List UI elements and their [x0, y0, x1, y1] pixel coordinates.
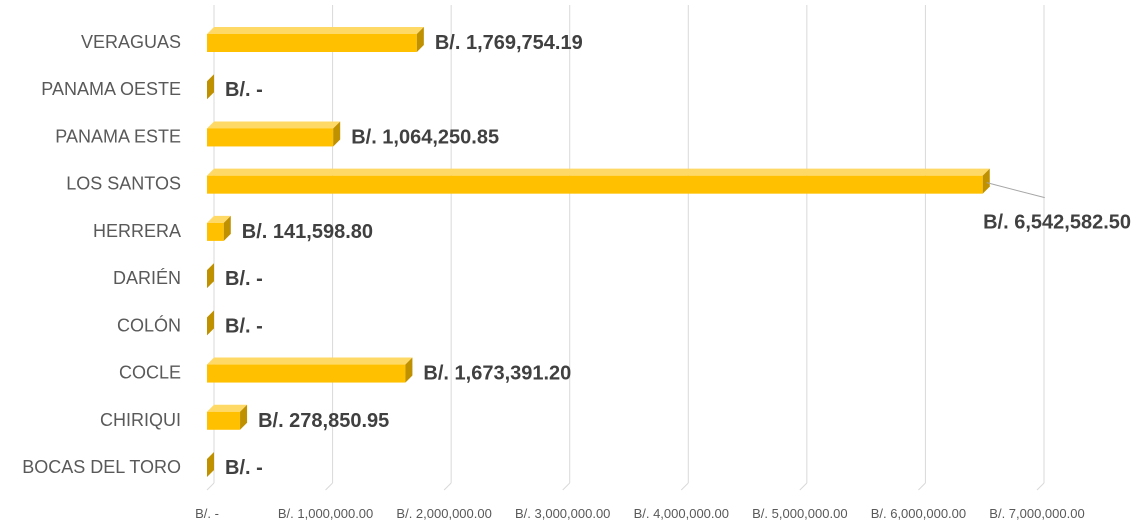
data-label: B/. -	[225, 315, 263, 337]
gridline-floor	[206, 482, 215, 491]
x-tick-label: B/. -	[195, 506, 219, 521]
bar-top-face	[207, 404, 248, 412]
data-label: B/. 278,850.95	[258, 410, 389, 432]
bar	[207, 34, 417, 52]
bar-side-face	[207, 452, 214, 477]
bar	[207, 364, 406, 383]
gridline-floor	[799, 482, 808, 491]
x-tick-label: B/. 4,000,000.00	[634, 506, 729, 521]
bar	[207, 175, 983, 194]
x-tick-label: B/. 3,000,000.00	[515, 506, 610, 521]
category-label: HERRERA	[93, 221, 181, 241]
gridline-floor	[325, 482, 333, 491]
bar-side-face	[416, 27, 424, 52]
data-label: B/. -	[225, 457, 263, 479]
data-label: B/. 1,064,250.85	[351, 126, 499, 148]
x-tick-label: B/. 7,000,000.00	[989, 506, 1084, 521]
bar-side-face	[982, 168, 990, 194]
category-label: LOS SANTOS	[66, 174, 181, 194]
bar	[207, 222, 224, 241]
bar	[207, 411, 241, 430]
category-label: COLÓN	[117, 314, 181, 335]
bar-side-face	[333, 121, 341, 147]
data-label: B/. -	[225, 79, 263, 101]
data-label: B/. 1,673,391.20	[423, 363, 571, 385]
bar-side-face	[405, 357, 413, 383]
category-label: VERAGUAS	[81, 32, 181, 52]
leader-line	[986, 182, 1045, 199]
category-label: PANAMA ESTE	[55, 126, 181, 146]
bar-side-face	[207, 310, 214, 336]
bar-side-face	[207, 74, 214, 100]
bar-side-face	[240, 404, 248, 430]
category-label: DARIÉN	[113, 268, 181, 288]
gridline-floor	[562, 482, 571, 491]
gridline-floor	[680, 482, 689, 491]
x-tick-label: B/. 1,000,000.00	[278, 506, 373, 521]
bar-top-face	[207, 168, 990, 176]
bar-top-face	[207, 121, 341, 129]
bar-side-face	[223, 215, 231, 241]
x-tick-label: B/. 5,000,000.00	[752, 506, 847, 521]
category-label: COCLE	[119, 363, 181, 383]
category-label: PANAMA OESTE	[41, 79, 181, 99]
data-label: B/. -	[225, 268, 263, 290]
data-label: B/. 6,542,582.50	[983, 212, 1131, 234]
gridline-floor	[443, 482, 452, 491]
bar	[207, 128, 334, 147]
bar-top-face	[207, 215, 231, 223]
bar-top-face	[207, 357, 413, 365]
data-label: B/. 1,769,754.19	[435, 32, 583, 54]
x-tick-label: B/. 2,000,000.00	[396, 506, 491, 521]
gridline-floor	[918, 482, 926, 491]
category-label: CHIRIQUI	[100, 410, 181, 430]
category-label: BOCAS DEL TORO	[22, 457, 181, 477]
data-label: B/. 141,598.80	[242, 221, 373, 243]
bar-top-face	[207, 27, 424, 34]
x-tick-label: B/. 6,000,000.00	[871, 506, 966, 521]
bar-side-face	[207, 263, 214, 289]
gridline-floor	[1036, 482, 1045, 491]
